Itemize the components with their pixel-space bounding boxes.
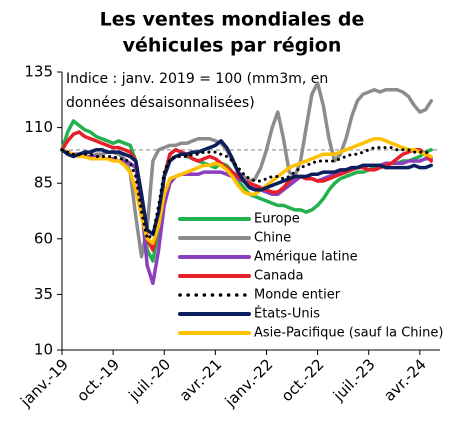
series-line: [60, 136, 433, 245]
x-tick-label: janv.-19: [16, 355, 72, 411]
annotation: Indice : janv. 2019 = 100 (mm3m, en: [66, 71, 328, 87]
x-tick-label: avr.-24: [380, 355, 430, 405]
series-line: [60, 81, 433, 259]
y-tick-label: 110: [24, 118, 53, 136]
x-tick-label: janv.-22: [221, 355, 277, 411]
legend-label: Asie-Pacifique (sauf la Chine): [254, 326, 443, 341]
legend-label: Chine: [254, 231, 291, 246]
legend-label: Monde entier: [254, 288, 341, 303]
x-tick-label: avr.-21: [176, 355, 226, 405]
series-line: [60, 139, 433, 237]
chart-title: Les ventes mondiales de: [100, 9, 365, 31]
chart-title: véhicules par région: [123, 35, 342, 57]
x-tick-label: oct.-19: [73, 355, 123, 405]
x-tick-label: oct.-22: [278, 355, 328, 405]
legend-label: Amérique latine: [254, 250, 358, 265]
x-tick-label: juil.-23: [329, 355, 379, 405]
y-tick-label: 10: [34, 341, 53, 359]
y-tick-label: 135: [24, 63, 53, 81]
annotation: données désaisonnalisées): [66, 95, 255, 111]
legend-label: États-Unis: [254, 306, 320, 322]
legend-label: Europe: [254, 212, 300, 227]
y-tick-label: 35: [34, 285, 53, 303]
y-tick-label: 60: [34, 229, 53, 247]
x-tick-label: juil.-20: [125, 355, 175, 405]
legend-label: Canada: [254, 269, 303, 284]
y-tick-label: 85: [34, 174, 53, 192]
